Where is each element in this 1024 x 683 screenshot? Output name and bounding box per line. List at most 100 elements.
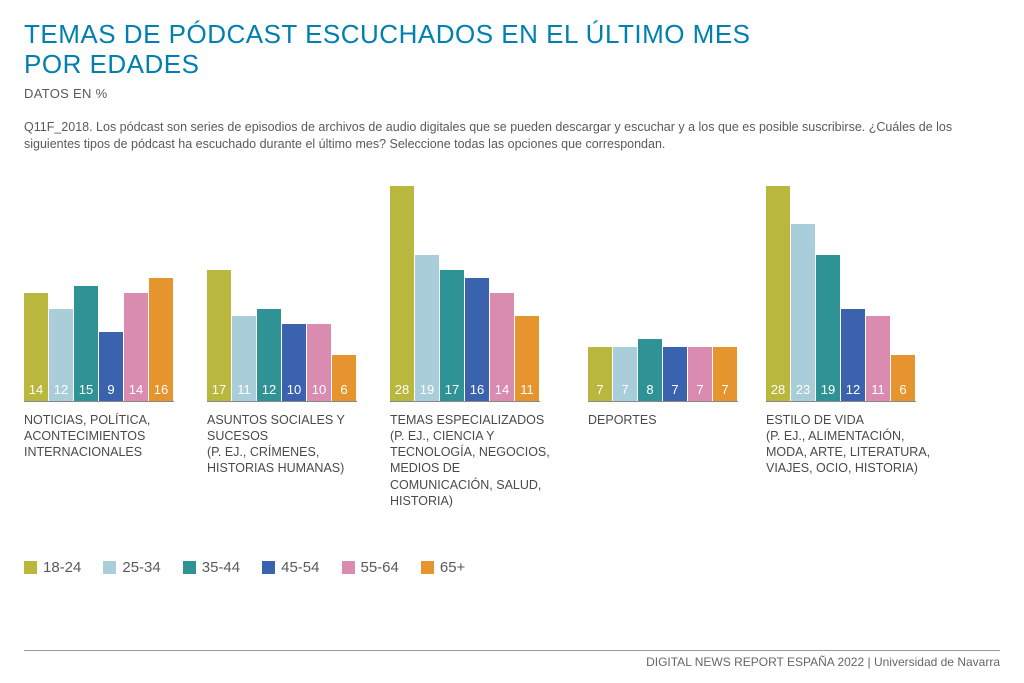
bar: 28 [390, 186, 414, 401]
legend-swatch [103, 561, 116, 574]
bar-value-label: 19 [821, 382, 835, 401]
bar: 16 [465, 278, 489, 401]
bar-value-label: 7 [596, 382, 603, 401]
chart-subtitle: DATOS EN % [24, 86, 1000, 101]
bar: 12 [841, 309, 865, 401]
bar-value-label: 9 [107, 382, 114, 401]
bar: 7 [663, 347, 687, 401]
bar-value-label: 6 [340, 382, 347, 401]
bar-value-label: 10 [312, 382, 326, 401]
bar-value-label: 14 [129, 382, 143, 401]
chart-title: TEMAS DE PÓDCAST ESCUCHADOS EN EL ÚLTIMO… [24, 20, 1000, 80]
bar: 11 [866, 316, 890, 400]
category-label: DEPORTES [588, 412, 738, 428]
chart-group: 28 19 17 16 14 11 TEMAS ESPECIALIZADOS (P. EJ.… [390, 171, 560, 510]
bar-value-label: 10 [287, 382, 301, 401]
bar-value-label: 17 [212, 382, 226, 401]
title-line-2: POR EDADES [24, 49, 200, 79]
legend-swatch [421, 561, 434, 574]
chart-group: 14 12 15 9 14 16 NOTICIAS, POLÍTICA, ACONTECIM… [24, 171, 179, 461]
legend-label: 25-34 [122, 559, 160, 576]
legend-item: 45-54 [262, 559, 319, 576]
bar: 11 [515, 316, 539, 400]
bar-value-label: 11 [520, 382, 534, 401]
bar: 23 [791, 224, 815, 400]
bar-row: 17 11 12 10 10 6 [207, 171, 362, 401]
legend-swatch [342, 561, 355, 574]
bar: 7 [613, 347, 637, 401]
bar-value-label: 12 [846, 382, 860, 401]
footer-source: DIGITAL NEWS REPORT ESPAÑA 2022 | Univer… [24, 650, 1000, 669]
category-label: ESTILO DE VIDA(P. EJ., ALIMENTACIÓN, MOD… [766, 412, 936, 477]
bar: 19 [415, 255, 439, 401]
bar: 10 [307, 324, 331, 401]
legend-item: 65+ [421, 559, 465, 576]
category-label: ASUNTOS SOCIALES Y SUCESOS(P. EJ., CRÍME… [207, 412, 362, 477]
chart-area: 14 12 15 9 14 16 NOTICIAS, POLÍTICA, ACONTECIM… [24, 171, 1000, 531]
legend-item: 35-44 [183, 559, 240, 576]
bar: 7 [713, 347, 737, 401]
legend-label: 35-44 [202, 559, 240, 576]
bar: 7 [688, 347, 712, 401]
bar: 17 [440, 270, 464, 400]
bar-row: 28 23 19 12 11 6 [766, 171, 936, 401]
bar-value-label: 28 [771, 382, 785, 401]
bar: 19 [816, 255, 840, 401]
bar: 15 [74, 286, 98, 401]
chart-group: 17 11 12 10 10 6 ASUNTOS SOCIALES Y SUCESOS(P.… [207, 171, 362, 477]
question-text: Q11F_2018. Los pódcast son series de epi… [24, 119, 994, 153]
bar-value-label: 6 [899, 382, 906, 401]
bar-value-label: 7 [721, 382, 728, 401]
legend-swatch [183, 561, 196, 574]
bar: 8 [638, 339, 662, 400]
bar: 6 [891, 355, 915, 401]
chart-group: 28 23 19 12 11 6 ESTILO DE VIDA(P. EJ., ALIMEN… [766, 171, 936, 477]
legend-label: 45-54 [281, 559, 319, 576]
bar-row: 778777 [588, 171, 738, 401]
bar-value-label: 12 [262, 382, 276, 401]
bar-value-label: 16 [470, 382, 484, 401]
bar-value-label: 16 [154, 382, 168, 401]
axis-line [207, 401, 357, 402]
bar-value-label: 14 [29, 382, 43, 401]
axis-line [588, 401, 738, 402]
bar-value-label: 7 [696, 382, 703, 401]
bar-value-label: 7 [621, 382, 628, 401]
axis-line [766, 401, 916, 402]
bar: 7 [588, 347, 612, 401]
bar-row: 14 12 15 9 14 16 [24, 171, 179, 401]
bar: 14 [124, 293, 148, 400]
legend-item: 18-24 [24, 559, 81, 576]
legend-label: 18-24 [43, 559, 81, 576]
bar-value-label: 11 [871, 382, 885, 401]
legend-swatch [24, 561, 37, 574]
category-label: TEMAS ESPECIALIZADOS (P. EJ., CIENCIA Y … [390, 412, 560, 510]
bar-value-label: 7 [671, 382, 678, 401]
axis-line [24, 401, 174, 402]
bar: 12 [49, 309, 73, 401]
bar-value-label: 8 [646, 382, 653, 401]
bar: 9 [99, 332, 123, 401]
bar: 28 [766, 186, 790, 401]
bar: 14 [24, 293, 48, 400]
bar: 6 [332, 355, 356, 401]
legend: 18-24 25-34 35-44 45-54 55-64 65+ [24, 559, 1000, 576]
bar: 17 [207, 270, 231, 400]
legend-swatch [262, 561, 275, 574]
title-line-1: TEMAS DE PÓDCAST ESCUCHADOS EN EL ÚLTIMO… [24, 19, 751, 49]
bar: 14 [490, 293, 514, 400]
legend-item: 55-64 [342, 559, 399, 576]
bar-value-label: 15 [79, 382, 93, 401]
bar-value-label: 28 [395, 382, 409, 401]
bar-value-label: 11 [237, 382, 251, 401]
bar-value-label: 17 [445, 382, 459, 401]
bar: 11 [232, 316, 256, 400]
bar-row: 28 19 17 16 14 11 [390, 171, 560, 401]
bar-value-label: 12 [54, 382, 68, 401]
bar: 10 [282, 324, 306, 401]
legend-label: 65+ [440, 559, 465, 576]
category-label: NOTICIAS, POLÍTICA, ACONTECIMIENTOS INTE… [24, 412, 179, 461]
bar-value-label: 14 [495, 382, 509, 401]
legend-item: 25-34 [103, 559, 160, 576]
bar: 12 [257, 309, 281, 401]
